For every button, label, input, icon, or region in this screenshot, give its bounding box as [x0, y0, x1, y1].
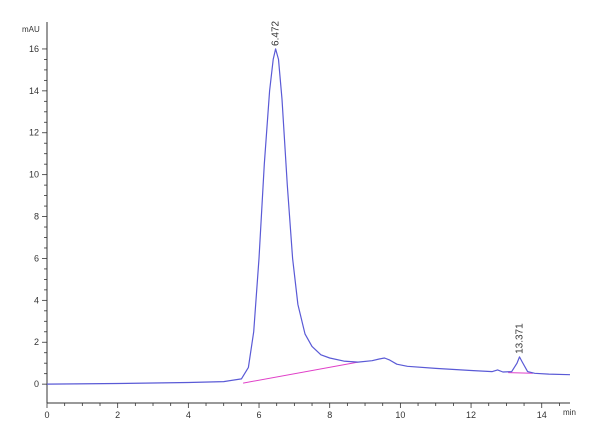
integration-baseline — [243, 361, 359, 384]
y-unit-label: mAU — [22, 25, 40, 34]
x-unit-label: min — [563, 408, 576, 417]
x-tick-label: 10 — [395, 410, 405, 420]
x-tick-label: 12 — [466, 410, 476, 420]
y-tick-label: 8 — [34, 212, 39, 222]
x-tick-label: 2 — [115, 410, 120, 420]
y-tick-label: 16 — [29, 44, 39, 54]
integration-baseline — [508, 372, 533, 374]
axes: 0 2 4 6 8 10 12 14 16 0 2 4 6 8 10 12 14 — [29, 22, 570, 420]
y-tick-label: 4 — [34, 295, 39, 305]
x-tick-label: 0 — [44, 410, 49, 420]
y-tick-label: 12 — [29, 128, 39, 138]
x-tick-label: 14 — [537, 410, 547, 420]
x-tick-label: 8 — [327, 410, 332, 420]
signal-trace — [46, 48, 571, 385]
integration-baselines — [243, 361, 533, 384]
y-tick-label: 2 — [34, 337, 39, 347]
peak-retention-label: 6.472 — [271, 20, 282, 45]
y-tick-label: 6 — [34, 253, 39, 263]
peak-retention-label: 13.371 — [515, 323, 526, 354]
x-tick-label: 6 — [257, 410, 262, 420]
y-tick-label: 0 — [34, 379, 39, 389]
peak-labels: 6.472 13.371 — [271, 20, 526, 353]
x-tick-label: 4 — [186, 410, 191, 420]
y-tick-label: 14 — [29, 86, 39, 96]
y-tick-label: 10 — [29, 170, 39, 180]
signal-trace-layer — [46, 48, 571, 385]
